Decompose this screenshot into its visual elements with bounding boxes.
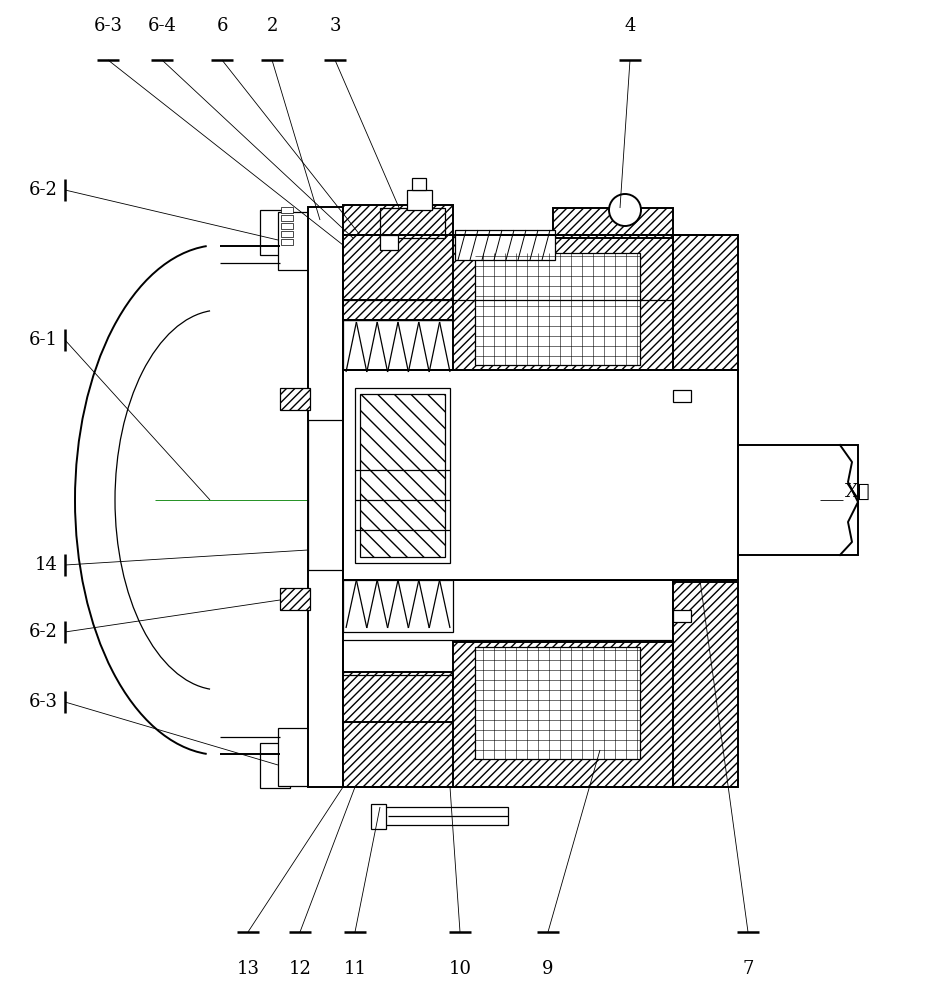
Text: 6-2: 6-2	[29, 623, 58, 641]
Bar	[673, 582, 738, 787]
Bar	[281, 215, 293, 221]
Bar	[412, 178, 426, 190]
Bar	[475, 647, 640, 759]
Text: 6-2: 6-2	[29, 181, 58, 199]
Bar	[343, 672, 453, 787]
Bar	[455, 230, 555, 260]
Text: 9: 9	[542, 960, 554, 978]
Bar	[278, 728, 308, 786]
Text: 11: 11	[344, 960, 367, 978]
Bar	[673, 390, 691, 402]
Bar	[343, 580, 453, 632]
Bar	[407, 190, 432, 210]
Bar	[738, 445, 858, 555]
Bar	[355, 388, 450, 563]
Text: 6: 6	[216, 17, 227, 35]
Bar	[308, 420, 343, 570]
Bar	[343, 205, 453, 320]
Text: 13: 13	[237, 960, 259, 978]
Bar	[343, 722, 673, 787]
Bar	[280, 588, 310, 610]
Text: 6-1: 6-1	[29, 331, 58, 349]
Bar	[280, 388, 310, 410]
Text: 7: 7	[742, 960, 753, 978]
Text: 10: 10	[448, 960, 472, 978]
Bar	[343, 320, 453, 372]
Text: 6-4: 6-4	[148, 17, 177, 35]
Bar	[308, 207, 343, 787]
Bar	[378, 807, 508, 825]
Bar	[281, 207, 293, 213]
Text: 12: 12	[288, 960, 312, 978]
Bar	[371, 804, 386, 829]
Circle shape	[609, 194, 641, 226]
Bar	[673, 610, 691, 622]
Text: 2: 2	[267, 17, 278, 35]
Bar	[281, 239, 293, 245]
Text: 4: 4	[624, 17, 636, 35]
Text: 14: 14	[36, 556, 58, 574]
Text: 3: 3	[329, 17, 341, 35]
Bar	[278, 212, 308, 270]
Text: 6-3: 6-3	[29, 693, 58, 711]
Bar	[475, 253, 640, 365]
Bar	[260, 210, 290, 255]
Bar	[281, 231, 293, 237]
Bar	[343, 235, 673, 300]
Bar	[360, 394, 445, 557]
Text: X轴: X轴	[845, 483, 870, 501]
Bar	[453, 642, 673, 787]
Bar	[553, 208, 673, 238]
Text: 6-3: 6-3	[94, 17, 123, 35]
Bar	[281, 223, 293, 229]
Bar	[380, 235, 398, 250]
Bar	[673, 235, 738, 440]
Bar	[453, 235, 673, 380]
Bar	[343, 370, 738, 580]
Bar	[380, 208, 445, 238]
Bar	[260, 743, 290, 788]
